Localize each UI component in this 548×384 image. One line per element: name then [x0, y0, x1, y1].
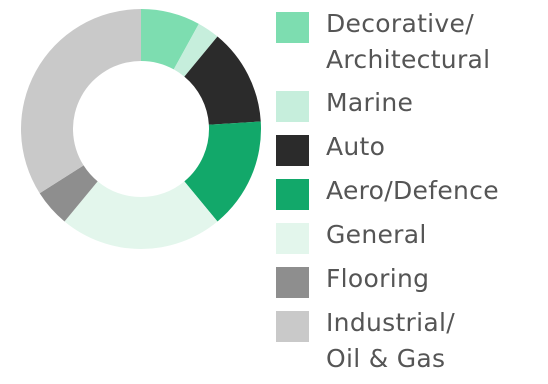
donut-slice-4 [64, 181, 218, 249]
legend-item-2: Auto [276, 129, 499, 166]
legend-item-6: Industrial/ Oil & Gas [276, 305, 499, 377]
legend-item-0: Decorative/ Architectural [276, 6, 499, 78]
legend-swatch [276, 12, 309, 43]
legend-label: Auto [326, 132, 386, 161]
donut-slice-0 [141, 9, 199, 70]
donut-slice-3 [184, 121, 261, 222]
legend-swatch [276, 311, 309, 342]
legend-label: Decorative/ Architectural [326, 9, 491, 74]
legend-label: Aero/Defence [326, 176, 499, 205]
legend-item-4: General [276, 217, 499, 254]
legend-swatch [276, 267, 309, 298]
legend-label: General [326, 220, 427, 249]
donut-slice-6 [20, 8, 141, 194]
donut-slice-5 [39, 165, 98, 222]
legend: Decorative/ Architectural Marine Auto Aero/… [276, 6, 499, 384]
legend-item-3: Aero/Defence [276, 173, 499, 210]
legend-label: Industrial/ Oil & Gas [326, 308, 455, 373]
donut-chart [20, 8, 261, 249]
legend-label: Marine [326, 88, 414, 117]
donut-slice-1 [173, 23, 218, 77]
legend-item-1: Marine [276, 85, 499, 122]
legend-swatch [276, 91, 309, 122]
donut-slice-2 [184, 36, 261, 125]
legend-swatch [276, 135, 309, 166]
legend-label: Flooring [326, 264, 430, 293]
legend-item-5: Flooring [276, 261, 499, 298]
legend-swatch [276, 179, 309, 210]
legend-swatch [276, 223, 309, 254]
